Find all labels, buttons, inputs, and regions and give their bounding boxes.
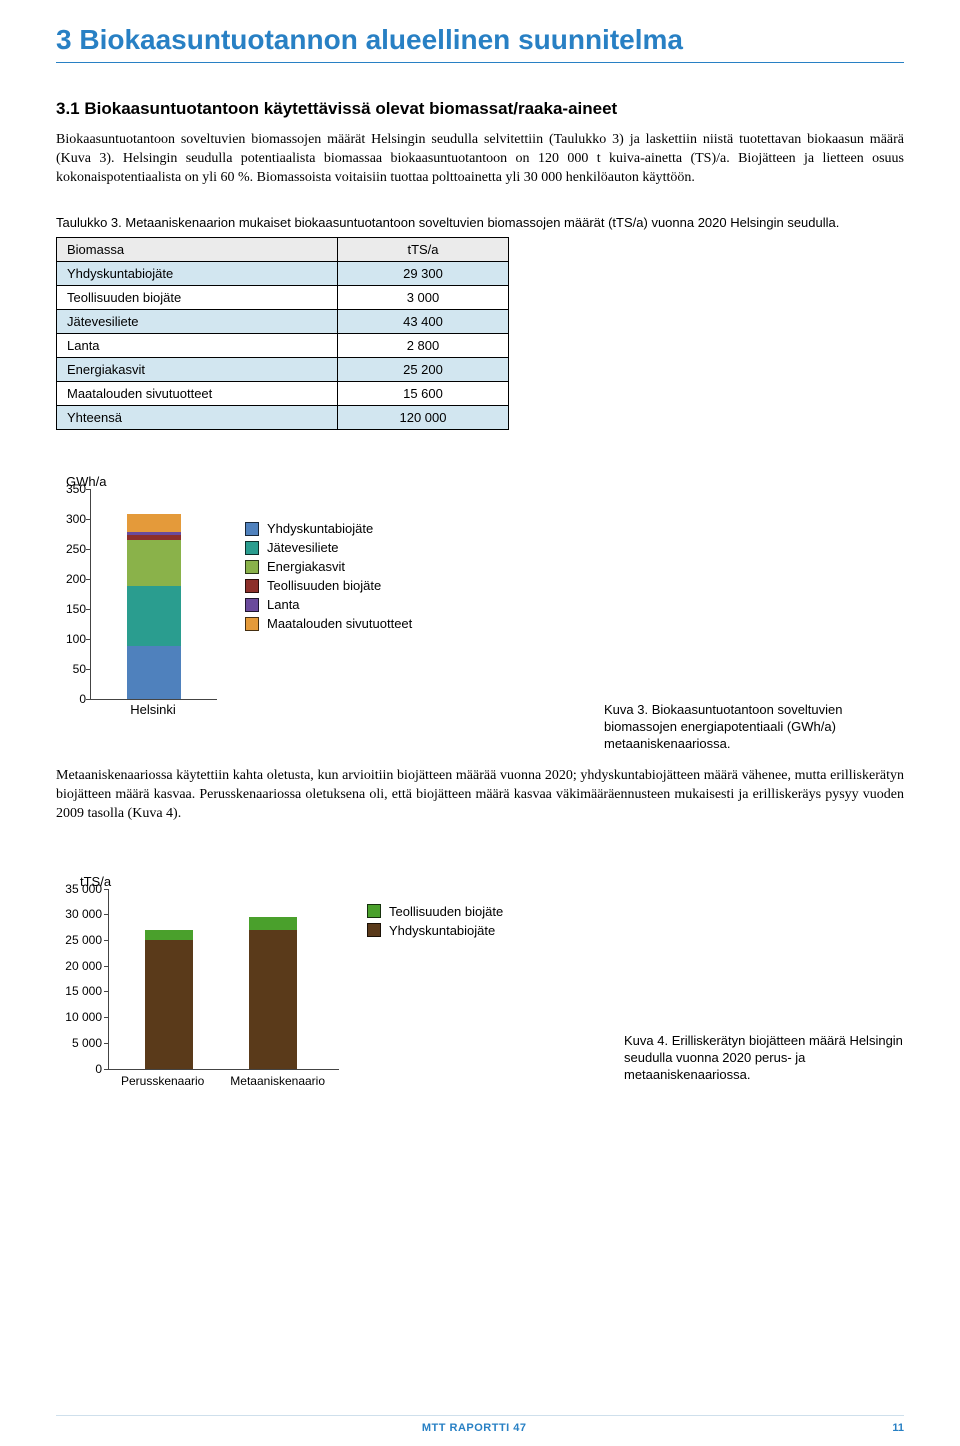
table-row: Jätevesiliete43 400	[57, 310, 509, 334]
legend-item: Teollisuuden biojäte	[245, 578, 412, 593]
chart2-legend: Teollisuuden biojäte Yhdyskuntabiojäte	[367, 874, 503, 1088]
legend-swatch	[245, 541, 259, 555]
legend-item: Jätevesiliete	[245, 540, 412, 555]
biomass-table: BiomassatTS/aYhdyskuntabiojäte29 300Teol…	[56, 237, 509, 430]
table-cell-value: 43 400	[338, 310, 509, 334]
chart1-segment	[127, 586, 181, 646]
chart2-plot	[108, 889, 339, 1070]
chart2-segment	[249, 917, 297, 930]
chart2-bar	[249, 917, 297, 1069]
footer-title: MTT RAPORTTI 47	[56, 1422, 892, 1434]
legend-item: Teollisuuden biojäte	[367, 904, 503, 919]
chart1-segment	[127, 514, 181, 532]
table-cell-value: 29 300	[338, 262, 509, 286]
table-caption: Taulukko 3. Metaaniskenaarion mukaiset b…	[56, 214, 904, 232]
table-header-cell: tTS/a	[338, 238, 509, 262]
chart1-segment	[127, 540, 181, 586]
chart2-segment	[145, 930, 193, 940]
table-row: Yhdyskuntabiojäte29 300	[57, 262, 509, 286]
legend-label: Yhdyskuntabiojäte	[267, 521, 373, 536]
legend-label: Teollisuuden biojäte	[389, 904, 503, 919]
table-header-cell: Biomassa	[57, 238, 338, 262]
subsection-title: 3.1 Biokaasuntuotantoon käytettävissä ol…	[56, 99, 904, 119]
chart1-legend: Yhdyskuntabiojäte Jätevesiliete Energiakas…	[245, 489, 412, 700]
table-row: Energiakasvit25 200	[57, 358, 509, 382]
table-cell-label: Jätevesiliete	[57, 310, 338, 334]
footer-page-number: 11	[892, 1422, 904, 1434]
table-cell-value: 120 000	[338, 406, 509, 430]
chart2-y-label: tTS/a	[80, 874, 339, 889]
table-row: Lanta2 800	[57, 334, 509, 358]
page-footer: MTT RAPORTTI 47 11	[56, 1415, 904, 1434]
legend-swatch	[367, 923, 381, 937]
table-cell-label: Energiakasvit	[57, 358, 338, 382]
scenario-paragraph: Metaaniskenaariossa käytettiin kahta ole…	[56, 767, 904, 824]
chart2-caption: Kuva 4. Erilliskerätyn biojätteen määrä …	[624, 1033, 904, 1084]
chart2-bar	[145, 930, 193, 1069]
chart1-y-label: GWh/a	[66, 474, 904, 489]
legend-item: Lanta	[245, 597, 412, 612]
legend-swatch	[245, 522, 259, 536]
table-cell-label: Maatalouden sivutuotteet	[57, 382, 338, 406]
chart1-segment	[127, 646, 181, 699]
legend-item: Yhdyskuntabiojäte	[245, 521, 412, 536]
legend-swatch	[245, 617, 259, 631]
table-row: Yhteensä120 000	[57, 406, 509, 430]
chart1-bar	[127, 514, 181, 699]
section-title: 3 Biokaasuntuotannon alueellinen suunnit…	[56, 24, 904, 56]
table-cell-label: Yhdyskuntabiojäte	[57, 262, 338, 286]
legend-swatch	[367, 904, 381, 918]
legend-swatch	[245, 598, 259, 612]
legend-swatch	[245, 560, 259, 574]
intro-paragraph: Biokaasuntuotantoon soveltuvien biomasso…	[56, 131, 904, 188]
table-cell-label: Teollisuuden biojäte	[57, 286, 338, 310]
table-row: Teollisuuden biojäte3 000	[57, 286, 509, 310]
legend-label: Energiakasvit	[267, 559, 345, 574]
chart1-x-label: Helsinki	[90, 702, 216, 753]
legend-label: Maatalouden sivutuotteet	[267, 616, 412, 631]
chart1-plot	[90, 489, 217, 700]
chart2-cat-0: Perusskenaario	[121, 1074, 204, 1088]
table-cell-value: 25 200	[338, 358, 509, 382]
chart2-segment	[145, 940, 193, 1069]
legend-label: Lanta	[267, 597, 300, 612]
title-underline	[56, 62, 904, 63]
chart-gwh: GWh/a 050100150200250300350 Yhdyskuntabi…	[56, 474, 904, 753]
table-cell-value: 2 800	[338, 334, 509, 358]
legend-swatch	[245, 579, 259, 593]
chart-tts: tTS/a 05 00010 00015 00020 00025 00030 0…	[56, 874, 904, 1088]
legend-label: Jätevesiliete	[267, 540, 339, 555]
legend-item: Yhdyskuntabiojäte	[367, 923, 503, 938]
chart2-cat-1: Metaaniskenaario	[230, 1074, 325, 1088]
chart1-caption: Kuva 3. Biokaasuntuotantoon soveltuvien …	[604, 702, 904, 753]
chart2-y-axis-labels: 05 00010 00015 00020 00025 00030 00035 0…	[56, 889, 108, 1069]
legend-item: Energiakasvit	[245, 559, 412, 574]
legend-item: Maatalouden sivutuotteet	[245, 616, 412, 631]
table-cell-value: 15 600	[338, 382, 509, 406]
chart2-segment	[249, 930, 297, 1069]
chart2-x-labels: Perusskenaario Metaaniskenaario	[108, 1074, 338, 1088]
legend-label: Yhdyskuntabiojäte	[389, 923, 495, 938]
table-cell-value: 3 000	[338, 286, 509, 310]
table-cell-label: Yhteensä	[57, 406, 338, 430]
chart1-y-axis-labels: 050100150200250300350	[56, 489, 90, 699]
table-cell-label: Lanta	[57, 334, 338, 358]
table-row: Maatalouden sivutuotteet15 600	[57, 382, 509, 406]
legend-label: Teollisuuden biojäte	[267, 578, 381, 593]
